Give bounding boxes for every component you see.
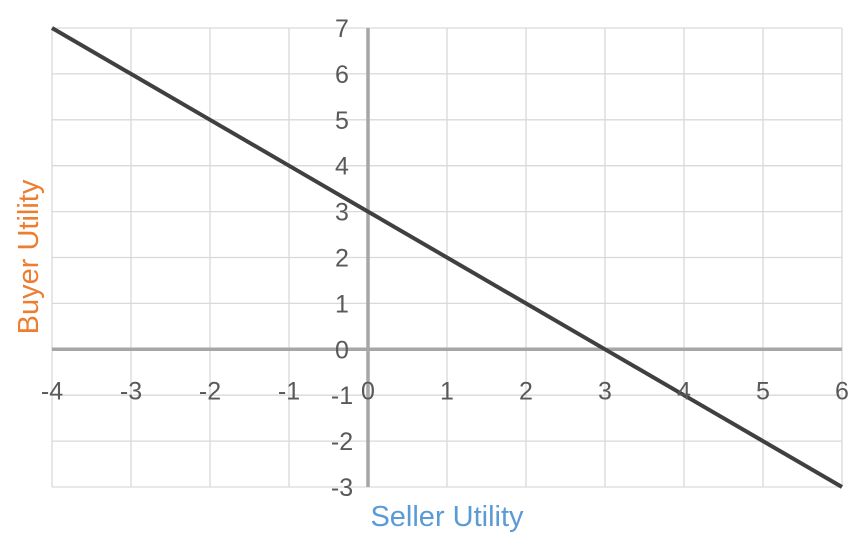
y-tick-label: 7 (335, 15, 349, 43)
y-tick-label: -3 (331, 474, 353, 502)
x-axis-title: Seller Utility (370, 501, 524, 533)
y-tick-labels: -3 -2 -1 0 1 2 3 4 5 6 7 (331, 15, 353, 502)
x-tick-labels: -4 -3 -2 -1 0 1 2 3 4 5 6 (41, 377, 849, 405)
y-tick-label: 1 (335, 290, 349, 318)
x-tick-label: 4 (677, 377, 691, 405)
y-tick-label: 5 (335, 107, 349, 135)
x-tick-label: 1 (440, 377, 454, 405)
axes (52, 28, 842, 487)
y-tick-label: 6 (335, 61, 349, 89)
y-tick-label: 2 (335, 245, 349, 273)
series-lines (50, 26, 844, 489)
y-tick-label: -1 (331, 382, 353, 410)
y-tick-label: -2 (331, 428, 353, 456)
y-axis-title: Buyer Utility (13, 179, 45, 334)
x-tick-label: -3 (120, 377, 142, 405)
x-tick-label: 5 (756, 377, 770, 405)
x-tick-label: 2 (519, 377, 533, 405)
x-tick-label: -4 (41, 377, 63, 405)
y-tick-label: 4 (335, 153, 349, 181)
x-tick-label: -1 (278, 377, 300, 405)
gridlines (51, 27, 843, 488)
x-tick-label: 0 (361, 377, 375, 405)
x-tick-label: 6 (835, 377, 849, 405)
y-tick-label: 3 (335, 199, 349, 227)
x-tick-label: 3 (598, 377, 612, 405)
x-tick-label: -2 (199, 377, 221, 405)
y-tick-label: 0 (335, 336, 349, 364)
series-line-0 (50, 26, 844, 489)
